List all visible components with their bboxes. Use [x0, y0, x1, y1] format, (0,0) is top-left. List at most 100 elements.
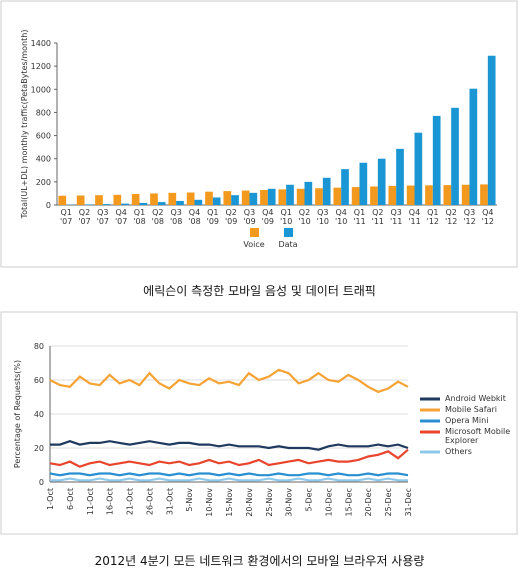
x-tick-label: Q1 '09	[206, 208, 220, 226]
x-tick-label: 25-Dec	[384, 488, 393, 517]
panel-border	[0, 311, 518, 535]
x-tick-label: 11-Oct	[86, 488, 95, 515]
y-tick-label: 1200	[31, 62, 51, 71]
bar	[322, 177, 331, 205]
bar	[414, 132, 423, 205]
panel-border	[0, 0, 518, 268]
line-series	[49, 368, 409, 394]
x-tick-label: Q3 '12	[463, 208, 476, 226]
bar	[406, 185, 415, 205]
x-tick-label: 6-Oct	[66, 488, 75, 510]
bar	[296, 188, 305, 205]
y-axis-label: Total(UL+DL) monthly traffic(PetaBytes/m…	[20, 30, 29, 220]
x-tick-label: Q4 '11	[408, 208, 421, 226]
bar	[260, 189, 268, 205]
y-tick-label: 600	[36, 132, 51, 141]
bar	[425, 185, 433, 205]
bar	[150, 193, 158, 205]
line-series	[49, 448, 409, 468]
x-tick-label: Q3 '08	[169, 208, 183, 226]
legend-label: Opera Mini	[445, 416, 489, 425]
x-tick-label: Q4 '08	[188, 208, 201, 226]
bar	[84, 204, 93, 205]
x-tick-label: 5-Dec	[305, 488, 314, 511]
bar	[157, 202, 166, 205]
x-tick-label: 15-Nov	[225, 488, 234, 517]
x-tick-label: 10-Dec	[324, 488, 333, 517]
y-tick-label: 80	[34, 342, 44, 351]
caption: 에릭슨이 측정한 모바일 음성 및 데이터 트래픽	[143, 284, 376, 298]
x-tick-label: 26-Oct	[145, 488, 154, 515]
x-tick-label: Q1 '08	[133, 208, 146, 226]
x-tick-label: 20-Nov	[245, 488, 254, 517]
x-tick-label: 31-Dec	[404, 488, 413, 517]
bar	[212, 197, 221, 205]
bar	[359, 162, 368, 205]
y-tick-label: 800	[36, 108, 51, 117]
bar	[186, 192, 195, 205]
bar	[396, 148, 404, 205]
x-tick-label: 16-Oct	[106, 488, 115, 515]
x-tick-label: 15-Dec	[344, 488, 353, 517]
bar	[121, 203, 129, 205]
x-tick-label: Q4 '09	[261, 208, 275, 226]
bar	[278, 189, 287, 205]
bar	[95, 195, 103, 205]
bar	[194, 199, 203, 205]
y-tick-label: 0	[39, 478, 44, 487]
x-tick-label: 20-Dec	[364, 488, 373, 517]
bar	[176, 200, 184, 205]
x-tick-label: Q2 '07	[78, 208, 91, 226]
legend-swatch	[284, 228, 293, 237]
x-tick-label: 10-Nov	[205, 488, 214, 517]
x-tick-label: Q3 '09	[243, 208, 256, 226]
bar	[469, 88, 478, 205]
x-tick-label: Q4 '10	[334, 208, 348, 226]
x-tick-label: Q2 '09	[224, 208, 238, 226]
x-tick-label: 5-Nov	[185, 488, 194, 512]
bar	[377, 158, 386, 205]
bar	[443, 185, 452, 205]
bar	[76, 195, 85, 205]
bar	[102, 204, 111, 205]
caption: 2012년 4분기 모든 네트워크 환경에서의 모바일 브라우저 사용량	[94, 554, 425, 568]
x-tick-label: 21-Oct	[126, 488, 135, 515]
x-tick-label: Q1 '07	[59, 208, 73, 226]
bar	[480, 184, 488, 205]
x-tick-label: Q3 '10	[316, 208, 330, 226]
bar	[286, 184, 294, 205]
bar	[267, 188, 276, 205]
bar	[131, 194, 140, 205]
y-tick-label: 400	[36, 155, 51, 164]
bar	[223, 191, 232, 205]
bar	[304, 181, 313, 205]
x-tick-label: 1-Oct	[46, 488, 55, 510]
legend-label: Android Webkit	[445, 394, 506, 403]
x-tick-label: 31-Oct	[165, 488, 174, 515]
x-tick-label: Q2 '12	[444, 208, 458, 226]
legend-label: Others	[445, 447, 472, 456]
x-tick-label: Q3 '11	[389, 208, 403, 226]
x-tick-label: 30-Nov	[285, 488, 294, 517]
x-tick-label: Q2 '10	[298, 208, 311, 226]
x-tick-label: Q2 '11	[371, 208, 385, 226]
bar	[388, 185, 397, 205]
bar	[139, 202, 148, 205]
bar	[432, 115, 441, 205]
bar	[351, 187, 360, 205]
line-series	[50, 477, 408, 482]
bar	[205, 191, 213, 205]
bar	[461, 184, 470, 205]
bar	[249, 192, 258, 205]
y-tick-label: 0	[46, 201, 51, 210]
legend-label: Mobile Safari	[445, 405, 497, 414]
x-tick-label: Q1 '11	[353, 208, 366, 226]
legend-label: Voice	[243, 240, 264, 249]
x-tick-label: Q3 '07	[96, 208, 110, 226]
x-tick-label: Q1 '12	[426, 208, 440, 226]
y-tick-label: 40	[34, 410, 44, 419]
bar	[58, 195, 67, 205]
legend-swatch	[250, 228, 259, 237]
